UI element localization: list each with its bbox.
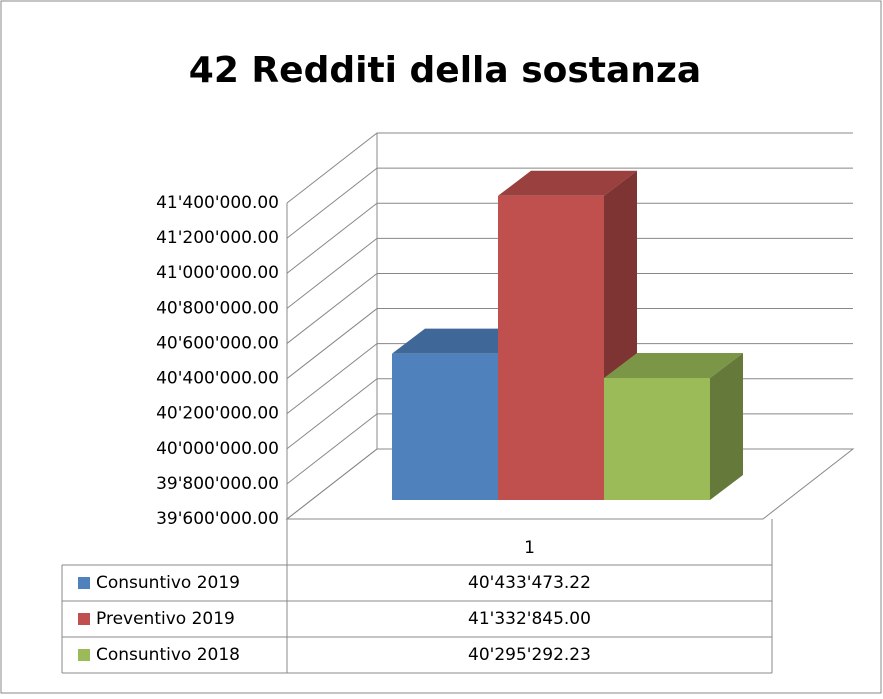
y-tick-label: 41'400'000.00 (156, 193, 279, 213)
y-tick-label: 40'400'000.00 (156, 369, 279, 389)
legend-key (78, 613, 90, 625)
bar-front (604, 377, 710, 500)
bar-top (392, 328, 531, 354)
y-tick-label: 39'800'000.00 (156, 474, 279, 494)
bar-front (498, 195, 604, 500)
table-frame (61, 519, 773, 673)
y-tick-label: 41'000'000.00 (156, 263, 279, 283)
y-tick-label: 40'800'000.00 (156, 298, 279, 318)
y-tick-label: 40'200'000.00 (156, 404, 279, 424)
table-header: 1 (524, 538, 535, 558)
legend-label: Consuntivo 2018 (96, 645, 240, 665)
legend-label: Preventivo 2019 (96, 609, 235, 629)
bar-side (710, 352, 743, 500)
legend-label: Consuntivo 2019 (96, 573, 240, 593)
bar-front (392, 353, 498, 500)
y-tick-label: 40'000'000.00 (156, 439, 279, 459)
y-tick-label: 39'600'000.00 (156, 509, 279, 529)
bar-top (604, 352, 743, 378)
legend-key (78, 577, 90, 589)
chart-title: 42 Redditi della sostanza (189, 50, 701, 91)
legend-key (78, 649, 90, 661)
y-tick-label: 40'600'000.00 (156, 333, 279, 353)
table-value: 40'295'292.23 (468, 645, 591, 665)
table-value: 41'332'845.00 (468, 609, 591, 629)
table-value: 40'433'473.22 (468, 573, 591, 593)
bar-top (498, 170, 637, 196)
y-tick-label: 41'200'000.00 (156, 228, 279, 248)
